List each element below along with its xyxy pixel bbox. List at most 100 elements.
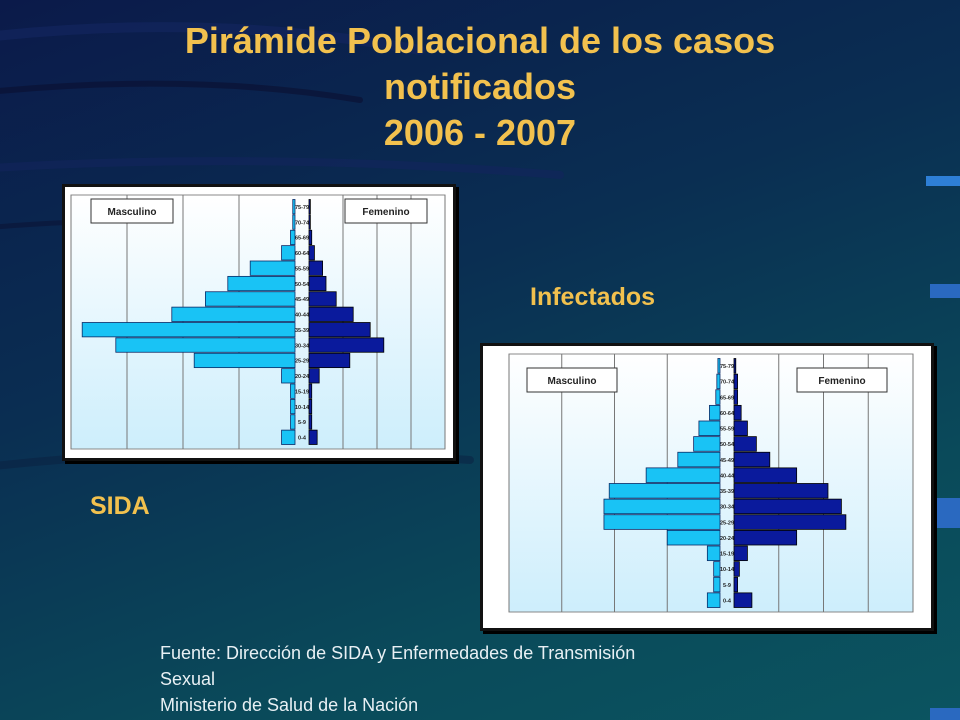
bar-femenino-15-19 (308, 383, 313, 399)
bar-femenino-75-79 (733, 358, 737, 374)
title-line-3: 2006 - 2007 (383, 112, 577, 153)
source-line-2: Sexual (160, 669, 216, 689)
bar-masculino-25-29 (193, 352, 296, 369)
bar-femenino-70-74 (733, 373, 738, 390)
bar-masculino-10-14 (290, 398, 296, 415)
source-line-1: Fuente: Dirección de SIDA y Enfermedades… (160, 643, 636, 663)
age-tick-label: 40-44 (720, 473, 735, 479)
bar-femenino-30-34 (733, 498, 842, 515)
bar-masculino-5-9 (713, 576, 721, 593)
sida-label: SIDA (90, 492, 150, 520)
age-tick-label: 45-49 (720, 458, 734, 464)
bar-masculino-50-54 (227, 275, 296, 292)
plot-area (70, 194, 446, 450)
infectados-pyramid-frame: 75-79 70-74 65-69 60-64 55-59 50-54 45-49 40-44… (480, 343, 934, 631)
age-tick-label: 5-9 (298, 420, 306, 426)
bar-femenino-0-4 (308, 429, 318, 445)
age-tick-label: 10-14 (720, 567, 735, 573)
bar-femenino-10-14 (733, 561, 740, 577)
infectados-pyramid-chart: 75-79 70-74 65-69 60-64 55-59 50-54 45-49 40-44… (508, 353, 914, 613)
legend-femenino: Femenino (796, 367, 888, 393)
age-tick-label: 75-79 (295, 205, 309, 211)
bar-masculino-75-79 (717, 358, 721, 374)
bar-masculino-30-34 (115, 337, 296, 353)
bar-femenino-5-9 (733, 576, 738, 593)
legend-masculino: Masculino (526, 367, 618, 393)
age-tick-label: 35-39 (720, 489, 734, 495)
age-tick-label: 65-69 (720, 395, 734, 401)
bar-masculino-50-54 (693, 436, 721, 452)
bar-masculino-20-24 (666, 529, 721, 546)
age-tick-label: 55-59 (720, 427, 734, 433)
bar-masculino-10-14 (713, 561, 721, 577)
bar-masculino-60-64 (709, 404, 721, 421)
age-tick-label: 40-44 (295, 313, 310, 319)
bar-masculino-55-59 (249, 260, 296, 276)
bar-masculino-35-39 (608, 483, 721, 499)
bar-masculino-5-9 (290, 414, 296, 430)
bar-femenino-25-29 (733, 514, 847, 530)
age-tick-label: 15-19 (720, 552, 734, 558)
bar-femenino-25-29 (308, 352, 351, 369)
bar-femenino-55-59 (308, 260, 324, 276)
svg-text:Masculino: Masculino (108, 207, 157, 218)
bar-femenino-10-14 (308, 398, 313, 415)
age-tick-label: 15-19 (295, 389, 309, 395)
bar-masculino-0-4 (281, 429, 296, 445)
page-title: Pirámide Poblacional de los casos notifi… (60, 18, 900, 156)
bar-masculino-0-4 (706, 592, 721, 608)
bar-masculino-40-44 (645, 467, 721, 483)
bar-masculino-45-49 (204, 291, 296, 307)
age-tick-label: 75-79 (720, 364, 734, 370)
bar-femenino-45-49 (733, 451, 771, 468)
bar-masculino-45-49 (677, 451, 721, 468)
age-tick-label: 70-74 (295, 220, 310, 226)
age-tick-label: 25-29 (295, 359, 309, 365)
age-tick-label: 60-64 (720, 411, 735, 417)
bar-femenino-40-44 (308, 306, 354, 322)
bar-femenino-70-74 (308, 214, 311, 230)
bar-masculino-75-79 (292, 199, 296, 215)
bar-femenino-50-54 (308, 275, 327, 292)
bar-masculino-15-19 (706, 545, 721, 562)
title-line-2: notificados (383, 66, 576, 107)
bar-femenino-65-69 (308, 229, 313, 246)
bar-masculino-60-64 (281, 245, 296, 261)
age-tick-label: 30-34 (720, 505, 735, 511)
bar-femenino-35-39 (733, 483, 829, 499)
svg-text:Femenino: Femenino (362, 207, 409, 218)
bar-femenino-15-19 (733, 545, 748, 562)
bar-masculino-70-74 (292, 214, 296, 230)
bar-femenino-5-9 (308, 414, 313, 430)
bar-femenino-60-64 (308, 245, 315, 261)
source-line-3: Ministerio de Salud de la Nación (160, 695, 419, 715)
age-tick-label: 25-29 (720, 520, 734, 526)
bar-masculino-25-29 (603, 514, 721, 530)
sida-pyramid-frame: 75-79 70-74 65-69 60-64 55-59 50-54 45-49 40-44… (62, 184, 456, 461)
bar-femenino-50-54 (733, 436, 757, 452)
bar-femenino-55-59 (733, 420, 748, 437)
bar-masculino-35-39 (81, 322, 296, 338)
title-line-1: Pirámide Poblacional de los casos (184, 20, 776, 61)
svg-text:Masculino: Masculino (548, 376, 597, 387)
bar-femenino-20-24 (733, 529, 798, 546)
age-tick-label: 30-34 (295, 343, 310, 349)
bar-masculino-30-34 (603, 498, 721, 515)
age-tick-label: 10-14 (295, 405, 310, 411)
bar-femenino-75-79 (308, 199, 311, 215)
age-tick-label: 65-69 (295, 236, 309, 242)
age-tick-label: 35-39 (295, 328, 309, 334)
bar-masculino-65-69 (290, 229, 296, 246)
svg-text:Femenino: Femenino (818, 376, 865, 387)
age-tick-label: 55-59 (295, 266, 309, 272)
bar-masculino-70-74 (716, 373, 721, 390)
bar-masculino-55-59 (698, 420, 721, 437)
bar-masculino-65-69 (715, 389, 721, 405)
age-tick-label: 70-74 (720, 380, 735, 386)
sida-pyramid-chart: 75-79 70-74 65-69 60-64 55-59 50-54 45-49 40-44… (70, 194, 446, 450)
infectados-label: Infectados (530, 283, 656, 311)
bar-masculino-40-44 (171, 306, 296, 322)
bar-femenino-35-39 (308, 322, 371, 338)
age-tick-label: 0-4 (723, 598, 732, 604)
source-note: Fuente: Dirección de SIDA y Enfermedades… (160, 640, 860, 718)
